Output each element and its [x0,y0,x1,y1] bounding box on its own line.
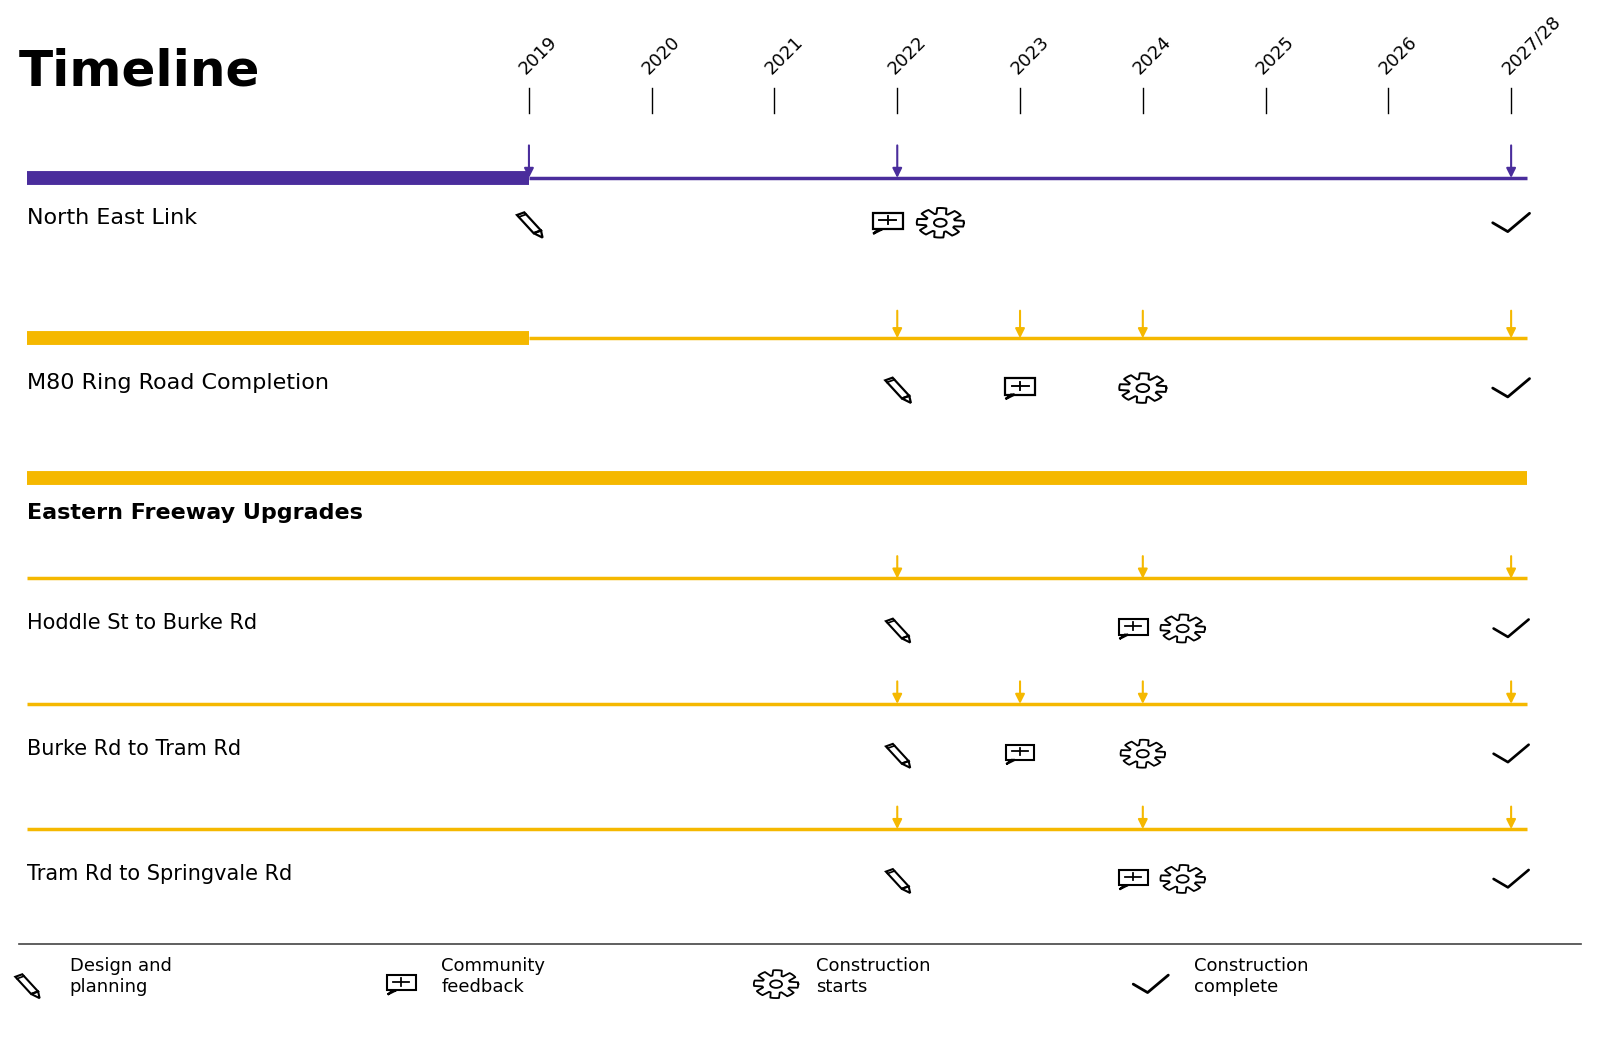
Text: 2024: 2024 [1130,32,1174,78]
Text: Hoddle St to Burke Rd: Hoddle St to Burke Rd [27,614,258,634]
Text: 2027/28: 2027/28 [1498,12,1563,78]
Text: 2019: 2019 [517,32,562,78]
Text: 2025: 2025 [1253,32,1298,78]
Text: Community
feedback: Community feedback [442,957,546,996]
Text: 2020: 2020 [638,32,683,78]
Text: 2021: 2021 [762,32,806,78]
Text: M80 Ring Road Completion: M80 Ring Road Completion [27,373,328,393]
Text: 2026: 2026 [1376,32,1421,78]
Text: Timeline: Timeline [19,48,261,95]
Text: Tram Rd to Springvale Rd: Tram Rd to Springvale Rd [27,864,291,884]
Text: 2022: 2022 [885,32,930,78]
Text: Eastern Freeway Upgrades: Eastern Freeway Upgrades [27,503,363,524]
Text: 2023: 2023 [1008,32,1053,78]
Text: Design and
planning: Design and planning [70,957,171,996]
Text: Burke Rd to Tram Rd: Burke Rd to Tram Rd [27,738,242,759]
Text: North East Link: North East Link [27,207,197,228]
Text: Construction
starts: Construction starts [816,957,931,996]
Text: Construction
complete: Construction complete [1194,957,1309,996]
